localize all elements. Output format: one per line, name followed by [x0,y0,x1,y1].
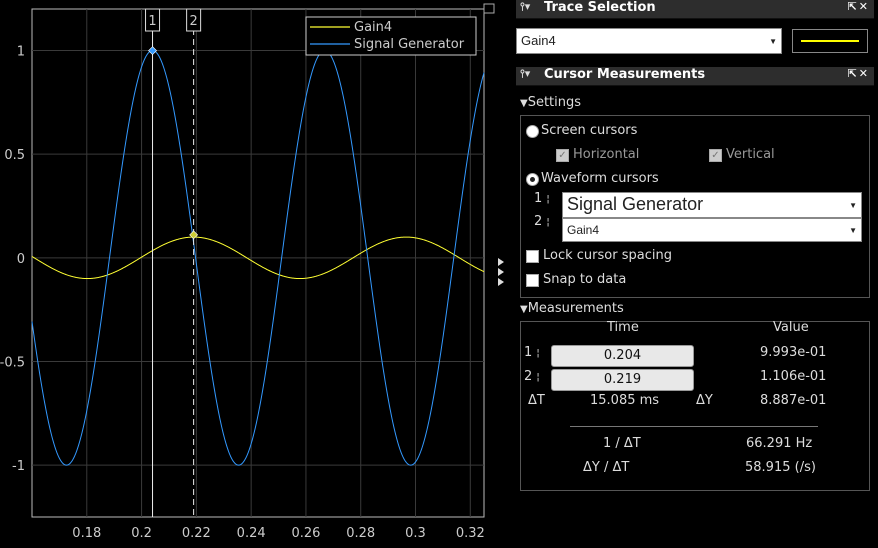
y-tick-label: 0 [17,252,25,267]
cursor-solid-icon: ¦ [546,194,550,205]
vertical-checkbox[interactable]: ✓ [709,149,722,162]
x-tick-label: 0.32 [456,526,485,541]
slope-value: 58.915 (/s) [745,460,816,475]
cursor-measurements-header[interactable]: ⫯▾ Cursor Measurements ⇱✕ [516,67,874,86]
cursor2-signal-dropdown[interactable]: Gain4 ▼ [562,218,862,242]
grid [32,9,484,517]
legend-label-gain4: Gain4 [354,20,392,35]
legend-label-signal-generator: Signal Generator [354,37,465,52]
measurements-divider [570,426,818,427]
settings-group [520,115,870,298]
inverse-delta-t-value: 66.291 Hz [746,436,813,451]
settings-section-toggle[interactable]: ▼Settings [520,95,581,110]
delta-t-value: 15.085 ms [590,393,660,408]
y-tick-label: -1 [12,459,25,474]
cursor-1-tab-label: 1 [148,14,156,29]
delta-y-value: 8.887e-01 [760,393,827,408]
cursor1-signal-dropdown[interactable]: Signal Generator ▼ [562,192,862,218]
pin-icon[interactable]: ⫯▾ [520,67,531,80]
axes-expand-icon[interactable] [483,3,495,14]
cursor-2-marker [189,230,199,240]
screen-cursors-label: Screen cursors [541,123,638,138]
lock-cursor-spacing-label: Lock cursor spacing [543,248,672,263]
y-tick-label: 1 [17,44,25,59]
cursor-measurements-title: Cursor Measurements [544,67,706,82]
cursor2-time-input[interactable]: 0.219 [551,369,694,391]
cursor-1-tab[interactable] [145,8,161,32]
inverse-delta-t-label: 1 / ΔT [603,436,641,451]
x-tick-label: 0.2 [131,526,152,541]
cursor1-signal-value: Signal Generator [567,194,704,214]
trace-color-swatch[interactable] [792,29,868,53]
chevron-down-icon: ▼ [769,37,777,46]
scope-plot-area[interactable]: 0.18 0.2 0.22 0.24 0.26 0.28 0.3 0.32 1 0.5 0 -0.5 -… [0,0,512,548]
cursor-measurements-window-buttons[interactable]: ⇱✕ [847,67,870,80]
delta-y-label: ΔY [696,393,713,408]
cursor1-label: 1 ¦ [534,191,550,206]
horizontal-label: Horizontal [573,147,640,162]
scope-plot[interactable]: 0.18 0.2 0.22 0.24 0.26 0.28 0.3 0.32 1 0.5 0 -0.5 -… [0,0,512,548]
measurements-section-toggle[interactable]: ▼Measurements [520,301,624,316]
snap-to-data-checkbox[interactable] [526,274,539,287]
measurements-title: Measurements [527,301,624,316]
cursor-1-marker [148,46,157,56]
cursor-2-tab-label: 2 [189,14,197,29]
x-tick-label: 0.28 [346,526,375,541]
legend: Gain4 Signal Generator [305,16,477,56]
chevron-down-icon: ▼ [520,304,528,315]
x-tick-label: 0.24 [237,526,266,541]
trace-select-value: Gain4 [521,33,556,48]
chevron-down-icon: ▼ [849,201,857,210]
delta-t-label: ΔT [528,393,545,408]
cursor2-value: 1.106e-01 [760,369,827,384]
trace-selection-window-buttons[interactable]: ⇱✕ [847,0,870,13]
cursor-2-tab[interactable] [186,8,202,32]
x-tick-label: 0.3 [405,526,426,541]
row1-label: 1 ¦ [524,345,540,360]
measurements-group [520,321,870,491]
x-tick-label: 0.22 [182,526,211,541]
chevron-down-icon: ▼ [520,98,528,109]
cursor1-value: 9.993e-01 [760,345,827,360]
cursor-dashed-icon: ¦ [546,217,550,228]
axes-frame [31,8,485,518]
cursor1-time-input[interactable]: 0.204 [551,345,694,367]
waveform-cursors-radio[interactable] [526,173,539,186]
horizontal-checkbox[interactable]: ✓ [556,149,569,162]
cursor2-label: 2 ¦ [534,214,550,229]
trace-selection-title: Trace Selection [544,0,656,15]
cursor2-signal-value: Gain4 [567,223,600,237]
trace-select-dropdown[interactable]: Gain4 ▼ [516,28,782,54]
panel-collapse-arrows-icon[interactable] [498,258,504,286]
vertical-label: Vertical [726,147,775,162]
tick-labels: 0.18 0.2 0.22 0.24 0.26 0.28 0.3 0.32 1 0.5 0 -0.5 -… [0,44,485,541]
series-line-signal-generator [31,49,485,466]
settings-title: Settings [527,95,582,110]
y-tick-label: -0.5 [0,355,25,370]
trace-selection-header[interactable]: ⫯▾ Trace Selection ⇱✕ [516,0,874,19]
value-column-header: Value [773,320,809,335]
x-tick-label: 0.26 [291,526,320,541]
slope-label: ΔY / ΔT [583,460,630,475]
legend-box [305,16,477,56]
pin-icon[interactable]: ⫯▾ [520,0,531,13]
right-panel: ⫯▾ Trace Selection ⇱✕ Gain4 ▼ ⫯▾ Cursor … [514,0,878,548]
series-lines [31,49,485,466]
row2-label: 2 ¦ [524,369,540,384]
chevron-down-icon: ▼ [849,226,857,235]
snap-to-data-label: Snap to data [543,272,627,287]
trace-color-line [801,40,859,42]
time-column-header: Time [607,320,639,335]
screen-cursors-radio[interactable] [526,125,539,138]
y-tick-label: 0.5 [4,148,25,163]
x-tick-label: 0.18 [72,526,101,541]
waveform-cursors-label: Waveform cursors [541,171,659,186]
lock-cursor-spacing-checkbox[interactable] [526,250,539,263]
